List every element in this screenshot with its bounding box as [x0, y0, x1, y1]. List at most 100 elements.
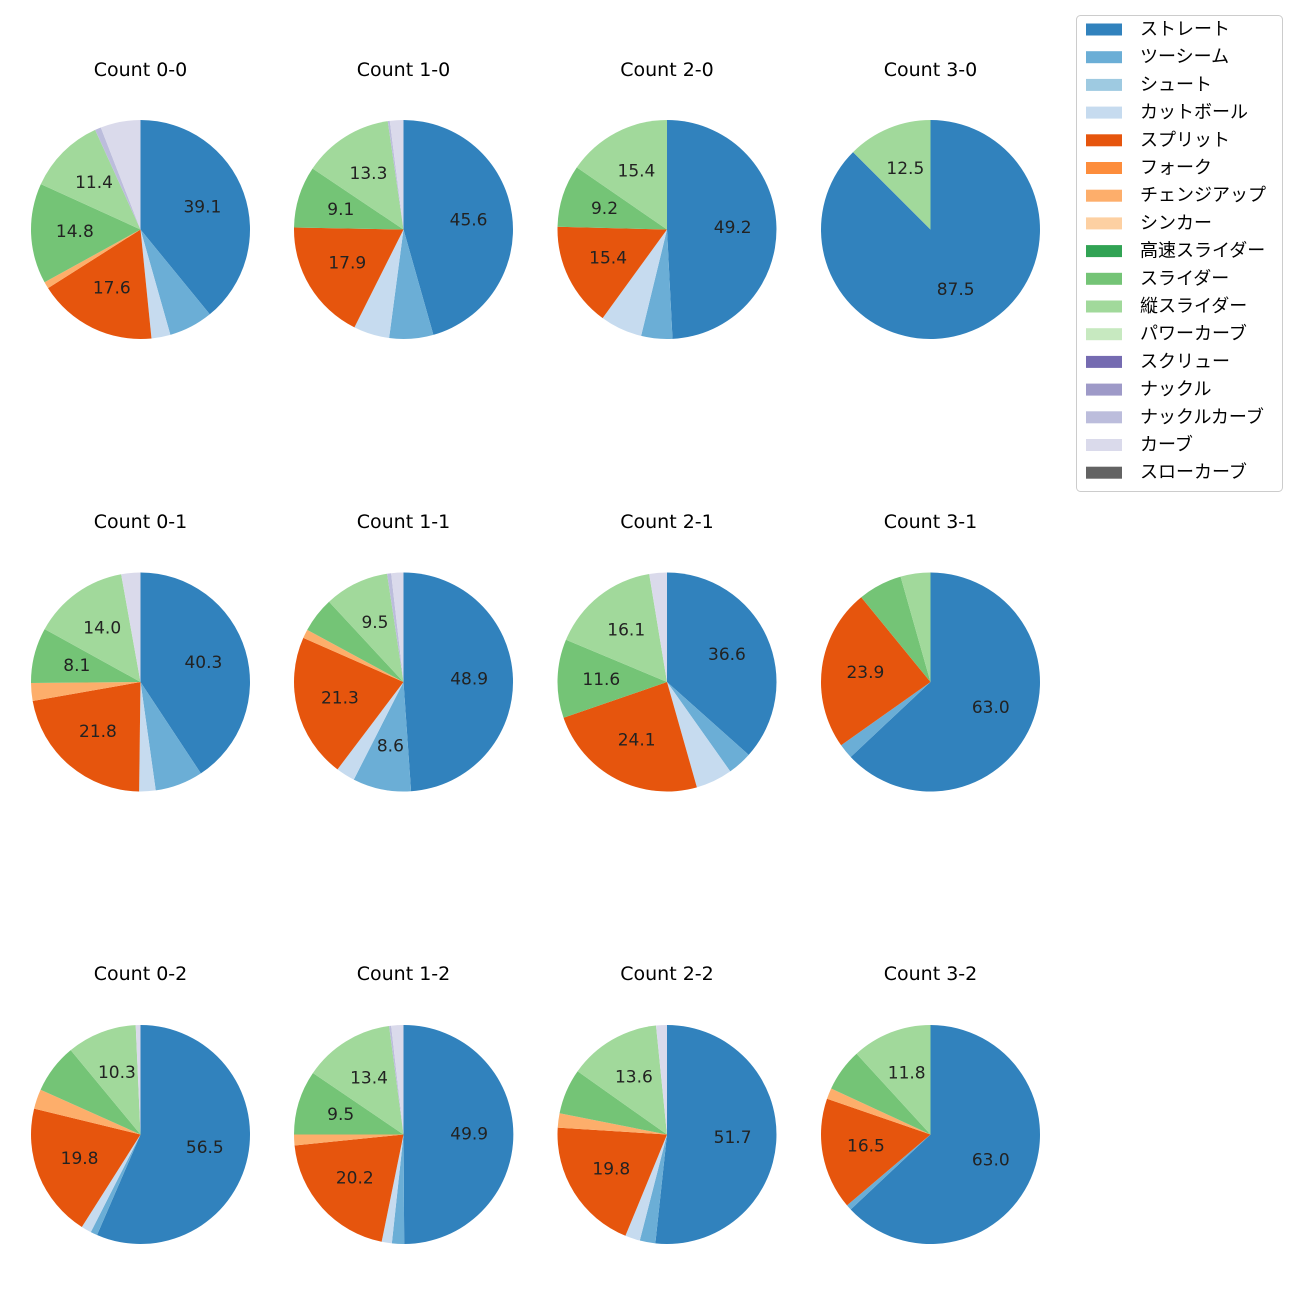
pie-slice — [40, 1050, 141, 1135]
pie-slice — [294, 168, 404, 230]
legend-label: カーブ — [1140, 434, 1193, 456]
pie-slice — [140, 682, 201, 791]
pie-slice — [847, 1134, 931, 1210]
pie-slice — [389, 1025, 404, 1135]
pie-slices — [31, 1025, 251, 1244]
pie-slice — [850, 572, 1040, 792]
pie-slice — [30, 184, 141, 283]
pie-slices — [293, 572, 514, 792]
legend-label: スライダー — [1140, 268, 1229, 289]
slice-data-label: 23.9 — [846, 663, 884, 683]
pie-slice — [353, 682, 412, 792]
legend-swatch — [1086, 245, 1122, 258]
pie-slice — [820, 597, 931, 746]
pie-slice — [44, 574, 141, 682]
slice-data-label: 11.4 — [75, 173, 113, 193]
pie-slice — [649, 572, 667, 682]
slice-data-label: 11.8 — [888, 1063, 926, 1083]
pie-slice — [602, 229, 667, 336]
pie-slice — [307, 601, 404, 682]
pie-slice — [403, 1024, 514, 1244]
pie-title: Count 0-2 — [94, 963, 188, 985]
pie-slice — [856, 1025, 931, 1135]
legend-label: スプリット — [1140, 130, 1230, 151]
legend: ストレートツーシームシュートカットボールスプリットフォークチェンジアップシンカー… — [1076, 15, 1283, 492]
pie-slice — [576, 119, 667, 230]
pie-title: Count 2-0 — [620, 59, 714, 81]
legend-swatch — [1086, 355, 1122, 368]
pie-slice — [31, 682, 141, 702]
pie-slice — [625, 1134, 667, 1241]
pie-title: Count 1-2 — [357, 963, 451, 985]
pie-slice — [294, 1134, 404, 1242]
pie-slice — [97, 1025, 251, 1244]
legend-label: カットボール — [1140, 102, 1248, 123]
pie-slice — [641, 229, 673, 339]
pie-slices — [557, 1025, 777, 1244]
pie-slice — [841, 682, 931, 757]
pie-slice — [32, 682, 141, 792]
pie-slice — [387, 120, 404, 230]
pie-slice — [293, 637, 404, 770]
slice-data-label: 40.3 — [184, 653, 222, 673]
slice-data-label: 9.5 — [361, 613, 388, 633]
pie-slice — [391, 1025, 404, 1135]
pie-chart: Count 3-1 63.0 23.9 — [820, 511, 1040, 792]
slice-data-label: 48.9 — [450, 670, 488, 690]
pie-slice — [827, 1088, 931, 1135]
slice-data-label: 9.1 — [327, 200, 354, 220]
pie-slices — [293, 1024, 514, 1245]
legend-frame — [1076, 15, 1283, 492]
pie-title: Count 3-1 — [884, 511, 978, 533]
pie-slice — [559, 1071, 667, 1135]
pie-slice — [40, 129, 141, 230]
pie-slice — [563, 682, 697, 792]
slice-data-label: 36.6 — [708, 645, 746, 665]
legend-swatch — [1086, 383, 1122, 396]
pie-slice — [557, 226, 667, 319]
pie-slices — [30, 120, 251, 340]
pie-slice — [403, 120, 513, 335]
pie-slice — [389, 120, 404, 230]
legend-swatch — [1086, 411, 1122, 424]
pie-slice — [557, 167, 667, 230]
slice-data-label: 8.6 — [377, 736, 404, 756]
pie-slice — [820, 120, 1040, 339]
pie-title: Count 3-2 — [884, 963, 978, 985]
pie-slice — [100, 120, 141, 230]
legend-swatch — [1086, 162, 1122, 174]
slice-data-label: 49.9 — [450, 1124, 488, 1144]
slice-data-label: 15.4 — [589, 249, 627, 269]
legend-label: チェンジアップ — [1140, 185, 1266, 206]
slice-data-label: 13.3 — [350, 164, 388, 184]
pie-slice — [667, 572, 777, 755]
slice-data-label: 21.8 — [79, 722, 117, 742]
slice-data-label: 56.5 — [186, 1138, 224, 1158]
slice-data-label: 19.8 — [592, 1159, 630, 1179]
legend-swatch — [1086, 134, 1122, 147]
pie-chart: Count 1-2 49.9 20.2 9.5 13.4 — [293, 963, 514, 1245]
legend-label: シンカー — [1140, 213, 1212, 234]
pie-slice — [140, 229, 171, 339]
slice-data-label: 51.7 — [714, 1128, 752, 1148]
pie-slice — [655, 1025, 777, 1244]
slice-data-label: 16.1 — [607, 620, 645, 640]
legend-label: スクリュー — [1140, 351, 1230, 372]
pie-slice — [831, 1053, 931, 1135]
pie-slices — [294, 120, 513, 340]
pie-slices — [820, 119, 1040, 339]
pie-slice — [31, 1108, 141, 1227]
legend-swatch — [1086, 23, 1122, 36]
pie-slices — [821, 1025, 1041, 1244]
slice-data-label: 87.5 — [937, 280, 975, 300]
pie-slice — [140, 120, 251, 315]
pie-slice — [34, 1089, 141, 1135]
pie-chart: Count 0-1 40.3 21.8 8.1 14.0 — [30, 511, 250, 792]
slice-data-label: 12.5 — [886, 159, 924, 179]
pie-slice — [140, 229, 210, 335]
pie-slice — [577, 1025, 667, 1135]
slice-data-label: 63.0 — [972, 1151, 1010, 1171]
legend-label: 縦スライダー — [1140, 296, 1247, 317]
